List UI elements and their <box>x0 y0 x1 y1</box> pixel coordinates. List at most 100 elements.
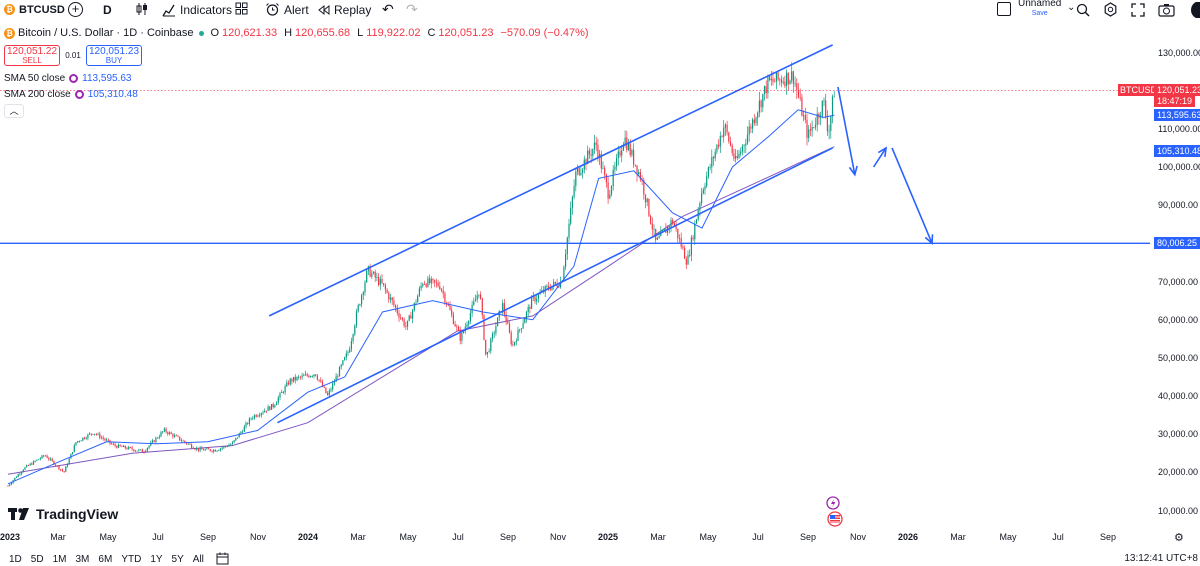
candle <box>349 346 351 353</box>
sma50-line[interactable] <box>7 109 835 485</box>
candle <box>242 429 244 433</box>
indicator-settings-icon[interactable] <box>74 90 84 99</box>
compare-symbol-icon[interactable]: + <box>68 2 83 17</box>
layout-name-button[interactable]: Unnamed Save <box>1018 0 1061 19</box>
range-button-all[interactable]: All <box>192 554 204 565</box>
candle <box>327 391 329 396</box>
candle <box>685 256 687 269</box>
range-button-5d[interactable]: 5D <box>30 554 44 565</box>
redo-icon[interactable]: ↷ <box>406 1 418 17</box>
candle <box>376 272 378 282</box>
clock-timezone[interactable]: 13:12:41 UTC+8 <box>1124 553 1198 564</box>
fullscreen-icon[interactable] <box>1131 2 1145 17</box>
candle <box>634 164 636 167</box>
camera-snapshot-icon[interactable] <box>1158 3 1175 17</box>
time-month-label: Mar <box>650 532 666 542</box>
sell-button[interactable]: 120,051.22 SELL <box>4 45 60 66</box>
channel-upper-trendline[interactable] <box>268 44 833 317</box>
candle <box>66 463 69 468</box>
indicators-button[interactable]: Indicators <box>162 0 232 19</box>
interval-button[interactable]: D <box>103 2 112 17</box>
top-toolbar: ₿ BTCUSD + D Indicators Alert Replay ↶ ↷… <box>0 0 1200 19</box>
candle <box>340 363 342 370</box>
candle <box>471 300 473 318</box>
candle <box>425 283 427 289</box>
rewind-icon <box>318 4 330 16</box>
candle <box>393 296 395 308</box>
range-button-3m[interactable]: 3M <box>75 554 90 565</box>
toolbar-right-group <box>1076 0 1200 19</box>
tradingview-logo-icon <box>8 508 29 520</box>
publish-avatar-icon[interactable] <box>1188 1 1200 18</box>
time-month-label: Nov <box>849 532 867 542</box>
candles-style-icon[interactable] <box>135 2 149 16</box>
tradingview-watermark[interactable]: TradingView <box>8 506 118 522</box>
chevron-down-icon[interactable]: ⌄ <box>1067 2 1076 13</box>
candle <box>412 308 414 324</box>
candle <box>782 77 784 85</box>
sma50-legend-row[interactable]: SMA 50 close 113,595.63 <box>4 73 131 84</box>
settings-gear-icon[interactable] <box>1103 2 1118 17</box>
buy-button[interactable]: 120,051.23 BUY <box>86 45 142 66</box>
candle <box>808 125 810 143</box>
candle <box>507 317 509 325</box>
replay-button[interactable]: Replay <box>318 0 371 19</box>
symbol-search-button[interactable]: ₿ BTCUSD <box>0 0 69 19</box>
candle <box>476 290 478 303</box>
lightning-event-icon[interactable] <box>826 496 840 510</box>
time-month-label: Sep <box>1099 532 1117 542</box>
candle <box>593 134 596 155</box>
candle <box>236 437 239 439</box>
candle <box>128 445 130 450</box>
templates-grid-icon[interactable] <box>235 2 248 15</box>
candle <box>587 145 589 165</box>
candle <box>420 282 422 292</box>
undo-icon[interactable]: ↶ <box>382 1 394 17</box>
candle <box>388 291 390 303</box>
candle <box>78 440 80 443</box>
alert-button[interactable]: Alert <box>265 0 309 19</box>
candle <box>32 460 35 466</box>
range-button-1y[interactable]: 1Y <box>150 554 163 565</box>
layout-checkbox[interactable] <box>997 2 1011 16</box>
candle <box>553 278 555 290</box>
sma200-line[interactable] <box>7 146 835 475</box>
range-button-5y[interactable]: 5Y <box>171 554 184 565</box>
candle <box>491 331 494 343</box>
indicator-settings-icon[interactable] <box>69 74 79 83</box>
candle <box>124 445 126 450</box>
projection-arrow[interactable] <box>891 147 934 246</box>
range-button-ytd[interactable]: YTD <box>121 554 142 565</box>
candle <box>498 309 500 321</box>
candle <box>826 110 828 136</box>
candle <box>784 75 786 89</box>
projection-arrow[interactable] <box>872 146 888 168</box>
projection-arrow[interactable] <box>837 86 858 177</box>
range-button-1m[interactable]: 1M <box>52 554 67 565</box>
collapse-legend-chevron-up-icon[interactable]: ︿ <box>4 104 24 118</box>
candle <box>216 450 218 453</box>
channel-lower-trendline[interactable] <box>277 147 833 424</box>
candle <box>454 320 456 327</box>
quick-search-icon[interactable] <box>1076 3 1090 17</box>
calendar-go-to-date-icon[interactable] <box>216 552 229 566</box>
candle <box>469 309 471 324</box>
candle <box>724 123 726 136</box>
time-axis[interactable]: 2023 Mar May Jul Sep Nov 2024 Mar May Jul Sep Nov 20… <box>0 531 1150 545</box>
us-flag-event-icon[interactable] <box>827 511 843 527</box>
candle <box>801 93 803 117</box>
candle <box>196 446 198 452</box>
legend-symbol-title[interactable]: Bitcoin / U.S. Dollar · 1D · Coinbase <box>18 27 194 39</box>
candle <box>386 288 388 294</box>
candle <box>145 449 147 453</box>
range-button-1d[interactable]: 1D <box>9 554 22 565</box>
candle <box>182 439 184 442</box>
low-value: 119,922.02 <box>366 27 421 39</box>
candle <box>192 446 194 449</box>
sma200-legend-row[interactable]: SMA 200 close 105,310.48 <box>4 89 138 100</box>
candle <box>230 443 232 446</box>
candle <box>134 449 137 452</box>
axis-settings-gear-icon[interactable]: ⚙ <box>1174 532 1184 544</box>
range-button-6m[interactable]: 6M <box>98 554 113 565</box>
